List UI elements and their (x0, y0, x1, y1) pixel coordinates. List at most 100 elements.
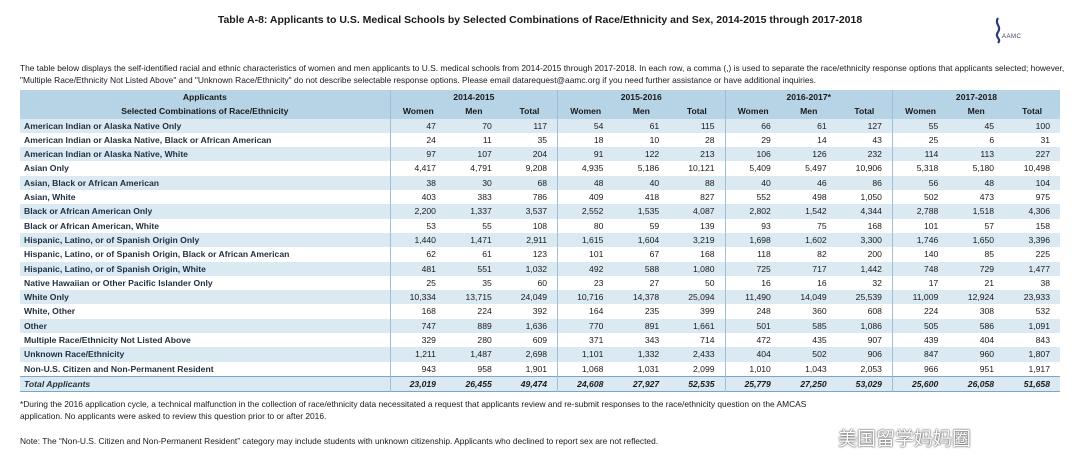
cell: 2,200 (389, 204, 446, 219)
cell: 1,807 (1004, 347, 1060, 362)
logo-mark (995, 17, 1001, 44)
table-row: Total Applicants 23,019 26,455 49,474 24,608… (20, 375, 1060, 392)
table-row: American Indian or Alaska Native, White 9… (20, 147, 1060, 162)
row-label: Unknown Race/Ethnicity (20, 347, 391, 362)
cell: 1,650 (948, 232, 1005, 248)
cell: 75 (780, 218, 837, 233)
cell: 61 (445, 247, 502, 262)
row-label: American Indian or Alaska Native Only (20, 118, 391, 133)
cell: 505 (891, 318, 949, 334)
cell: 32 (836, 275, 893, 291)
table-row: Unknown Race/Ethnicity 1,211 1,487 2,698 1,1… (20, 347, 1060, 362)
cell: 25,600 (891, 375, 949, 392)
cell: 227 (1004, 147, 1060, 162)
cell: 168 (836, 218, 893, 233)
cell: 35 (501, 132, 558, 148)
year-header: 2016-2017* (724, 90, 893, 105)
cell: 104 (1004, 175, 1060, 191)
cell: 403 (389, 190, 446, 205)
cell: 25 (389, 275, 446, 291)
row-label: Asian, Black or African American (20, 175, 391, 191)
cell: 55 (891, 118, 949, 133)
cell: 1,636 (501, 318, 558, 334)
cell: 101 (557, 247, 614, 262)
cell: 907 (836, 333, 893, 348)
cell: 16 (780, 275, 837, 291)
cell: 383 (445, 190, 502, 205)
cell: 53 (389, 218, 446, 233)
cell: 1,050 (836, 190, 893, 205)
cell: 85 (948, 247, 1005, 262)
title: Table A-8: Applicants to U.S. Medical Sc… (217, 14, 863, 26)
cell: 770 (557, 318, 614, 334)
row-label: Total Applicants (20, 375, 391, 392)
cell: 786 (501, 190, 558, 205)
cell: 502 (891, 190, 949, 205)
subheader: Men (613, 104, 670, 119)
cell: 1,440 (389, 232, 446, 248)
cell: 235 (613, 304, 670, 319)
cell: 114 (891, 147, 949, 162)
cell: 1,043 (780, 361, 837, 377)
cell: 122 (613, 147, 670, 162)
cell: 45 (948, 118, 1005, 133)
cell: 140 (891, 247, 949, 262)
cell: 60 (501, 275, 558, 291)
cell: 23,933 (1004, 290, 1060, 305)
cell: 1,101 (557, 347, 614, 362)
data-table: Applicants 2014-2015 2015-2016 2016-2017* 20… (20, 90, 1060, 393)
cell: 25,779 (724, 375, 781, 392)
cell: 23 (557, 275, 614, 291)
cell: 4,791 (445, 161, 502, 176)
cell: 1,477 (1004, 261, 1060, 276)
cell: 11,490 (724, 290, 781, 305)
cell: 729 (948, 261, 1005, 276)
cell: 472 (724, 333, 781, 348)
table-row: Asian, White 403 383 786 409 418 827 552 498 1,05… (20, 190, 1060, 205)
cell: 86 (836, 175, 893, 191)
cell: 748 (891, 261, 949, 276)
row-label: Native Hawaiian or Other Pacific Islande… (20, 275, 391, 291)
cell: 1,442 (836, 261, 893, 276)
cell: 343 (613, 333, 670, 348)
cell: 35 (445, 275, 502, 291)
subheader: Men (445, 104, 502, 119)
cell: 61 (780, 118, 837, 133)
cell: 18 (557, 132, 614, 148)
cell: 891 (613, 318, 670, 334)
cell: 4,087 (669, 204, 726, 219)
cell: 951 (948, 361, 1005, 377)
row-label: Non-U.S. Citizen and Non-Permanent Resid… (20, 361, 391, 377)
cell: 25,094 (669, 290, 726, 305)
cell: 1,518 (948, 204, 1005, 219)
row-label: Hispanic, Latino, or of Spanish Origin O… (20, 232, 391, 248)
cell: 1,698 (724, 232, 781, 248)
subheader: Total (1004, 104, 1060, 119)
cell: 975 (1004, 190, 1060, 205)
table-row: Multiple Race/Ethnicity Not Listed Above… (20, 333, 1060, 348)
cell: 55 (445, 218, 502, 233)
cell: 4,935 (557, 161, 614, 176)
cell: 40 (613, 175, 670, 191)
cell: 14,049 (780, 290, 837, 305)
cell: 5,497 (780, 161, 837, 176)
cell: 10,498 (1004, 161, 1060, 176)
cell: 501 (724, 318, 781, 334)
cell: 5,180 (948, 161, 1005, 176)
cell: 280 (445, 333, 502, 348)
cell: 360 (780, 304, 837, 319)
cell: 100 (1004, 118, 1060, 133)
cell: 9,208 (501, 161, 558, 176)
cell: 11 (445, 132, 502, 148)
cell: 1,010 (724, 361, 781, 377)
cell: 404 (948, 333, 1005, 348)
cell: 91 (557, 147, 614, 162)
cell: 2,802 (724, 204, 781, 219)
cell: 1,661 (669, 318, 726, 334)
year-header: 2014-2015 (389, 90, 558, 105)
cell: 117 (501, 118, 558, 133)
cell: 51,658 (1004, 375, 1060, 392)
cell: 2,698 (501, 347, 558, 362)
cell: 16 (724, 275, 781, 291)
